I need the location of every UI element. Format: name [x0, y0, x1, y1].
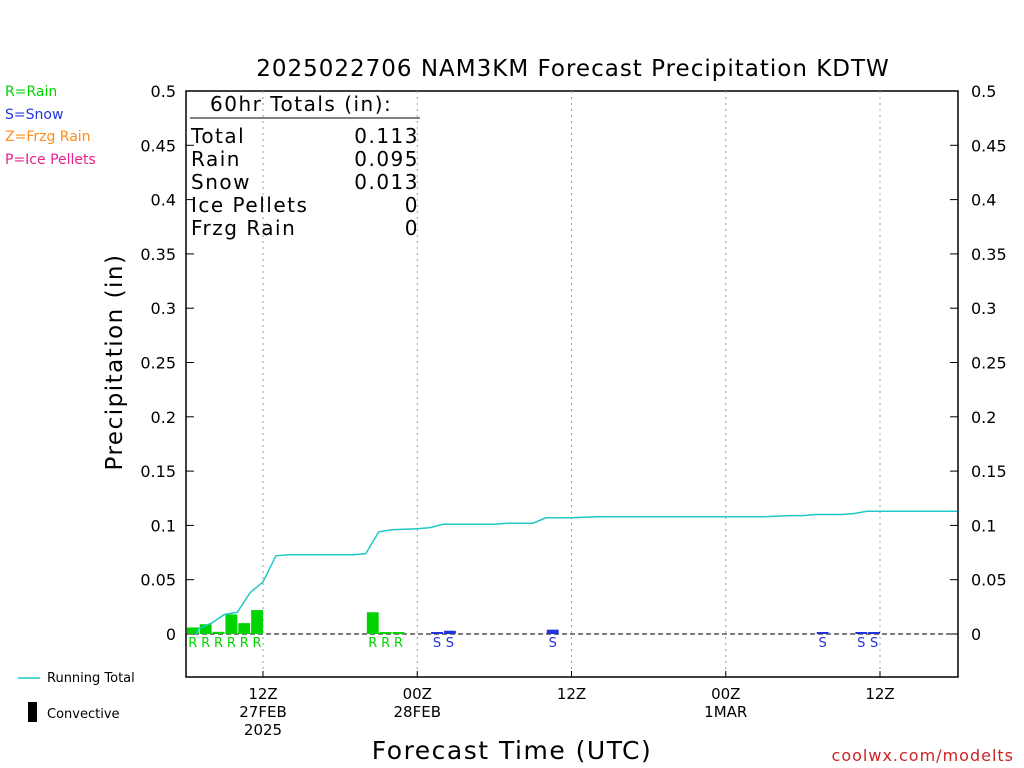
y-tick-label: 0.1 — [971, 516, 996, 535]
precip-bar — [546, 629, 559, 634]
precip-type-label: S — [433, 636, 441, 651]
running-total-line — [195, 510, 958, 635]
y-tick-label: 0.5 — [971, 82, 996, 101]
precip-bar — [868, 632, 880, 634]
totals-label: Rain — [191, 147, 241, 171]
x-tick-label: 12Z — [557, 685, 586, 703]
totals-value: 0.013 — [354, 170, 419, 194]
precip-type-label: R — [394, 636, 403, 651]
precip-bar — [379, 632, 392, 634]
x-tick-label: 00Z — [711, 685, 740, 703]
y-axis-right: 0 0.05 0.1 0.15 0.2 0.25 0.3 0.35 0.4 0.45 0.5 — [950, 82, 1007, 644]
precip-bar — [855, 632, 868, 634]
precip-bar — [199, 624, 212, 634]
y-tick-label: 0.3 — [971, 299, 996, 318]
legend-rain: R=Rain — [5, 84, 57, 100]
precip-type-label: S — [857, 636, 865, 651]
y-tick-label: 0.2 — [971, 408, 996, 427]
y-tick-label: 0 — [166, 625, 176, 644]
x-axis-label: Forecast Time (UTC) — [372, 736, 652, 765]
precip-bar — [431, 632, 443, 634]
y-tick-label: 0.4 — [971, 191, 996, 210]
precip-type-label: R — [227, 636, 236, 651]
chart-title: 2025022706 NAM3KM Forecast Precipitation… — [256, 56, 890, 82]
precip-bar — [366, 612, 379, 634]
y-tick-label: 0.4 — [151, 191, 176, 210]
x-tick-label: 12Z — [865, 685, 894, 703]
hourly-precip-bars — [186, 610, 880, 634]
y-tick-label: 0.2 — [151, 408, 176, 427]
y-tick-label: 0.35 — [140, 245, 176, 264]
precip-type-label: R — [368, 636, 377, 651]
credit-text[interactable]: coolwx.com/modelts — [832, 746, 1014, 765]
precip-bar — [443, 630, 456, 634]
totals-value: 0 — [405, 193, 419, 217]
x-tick-label: 1MAR — [704, 703, 747, 721]
precip-type-label: R — [214, 636, 223, 651]
precip-type-label: S — [446, 636, 454, 651]
legend-ice-pellets: P=Ice Pellets — [5, 152, 96, 168]
y-tick-label: 0.5 — [151, 82, 176, 101]
y-tick-label: 0.35 — [971, 245, 1007, 264]
y-tick-label: 0.1 — [151, 516, 176, 535]
precip-bar — [816, 632, 829, 634]
totals-header: 60hr Totals (in): — [210, 92, 392, 116]
totals-label: Frzg Rain — [191, 216, 296, 240]
x-tick-label: 12Z — [248, 685, 277, 703]
precip-bar — [238, 623, 251, 634]
totals-label: Total — [190, 124, 245, 148]
totals-box: 60hr Totals (in): Total 0.113 Rain 0.095 Sno… — [190, 92, 420, 240]
legend-snow: S=Snow — [5, 107, 63, 123]
precip-bar — [251, 610, 263, 634]
y-tick-label: 0.05 — [140, 571, 176, 590]
precip-bar — [212, 631, 225, 634]
y-tick-label: 0.25 — [971, 354, 1007, 373]
precip-bar — [392, 632, 405, 634]
y-tick-label: 0.3 — [151, 299, 176, 318]
precip-type-label: R — [240, 636, 249, 651]
precip-type-label: R — [381, 636, 390, 651]
y-tick-label: 0.15 — [971, 462, 1007, 481]
convective-legend-swatch — [28, 702, 37, 722]
bottom-legend: Running Total Convective — [18, 671, 135, 722]
precip-bar — [186, 627, 199, 634]
totals-value: 0.095 — [354, 147, 419, 171]
y-axis-label: Precipitation (in) — [102, 254, 128, 471]
x-tick-label: 27FEB — [239, 703, 286, 721]
x-tick-label: 00Z — [403, 685, 432, 703]
totals-value: 0 — [405, 216, 419, 240]
precip-type-label: R — [201, 636, 210, 651]
y-tick-label: 0.25 — [140, 354, 176, 373]
type-legend: R=Rain S=Snow Z=Frzg Rain P=Ice Pellets — [5, 84, 96, 168]
vertical-grid — [262, 91, 881, 677]
precip-type-label: R — [253, 636, 262, 651]
totals-label: Snow — [191, 170, 251, 194]
y-tick-label: 0 — [971, 625, 981, 644]
y-tick-label: 0.45 — [971, 136, 1007, 155]
precip-type-label: S — [549, 636, 557, 651]
totals-label: Ice Pellets — [191, 193, 308, 217]
legend-frzg-rain: Z=Frzg Rain — [5, 129, 91, 145]
totals-value: 0.113 — [354, 124, 419, 148]
y-tick-label: 0.05 — [971, 571, 1007, 590]
precip-type-label: S — [870, 636, 878, 651]
precip-type-label: S — [819, 636, 827, 651]
y-tick-label: 0.15 — [140, 462, 176, 481]
y-tick-label: 0.45 — [140, 136, 176, 155]
convective-legend-label: Convective — [47, 707, 120, 722]
precip-bar — [225, 614, 238, 634]
precip-type-label: R — [188, 636, 197, 651]
running-total-legend-label: Running Total — [47, 671, 135, 686]
y-axis-left: 0 0.05 0.1 0.15 0.2 0.25 0.3 0.35 0.4 0.45 0.5 — [140, 82, 194, 644]
x-tick-label: 28FEB — [394, 703, 441, 721]
x-tick-label: 2025 — [244, 721, 282, 739]
